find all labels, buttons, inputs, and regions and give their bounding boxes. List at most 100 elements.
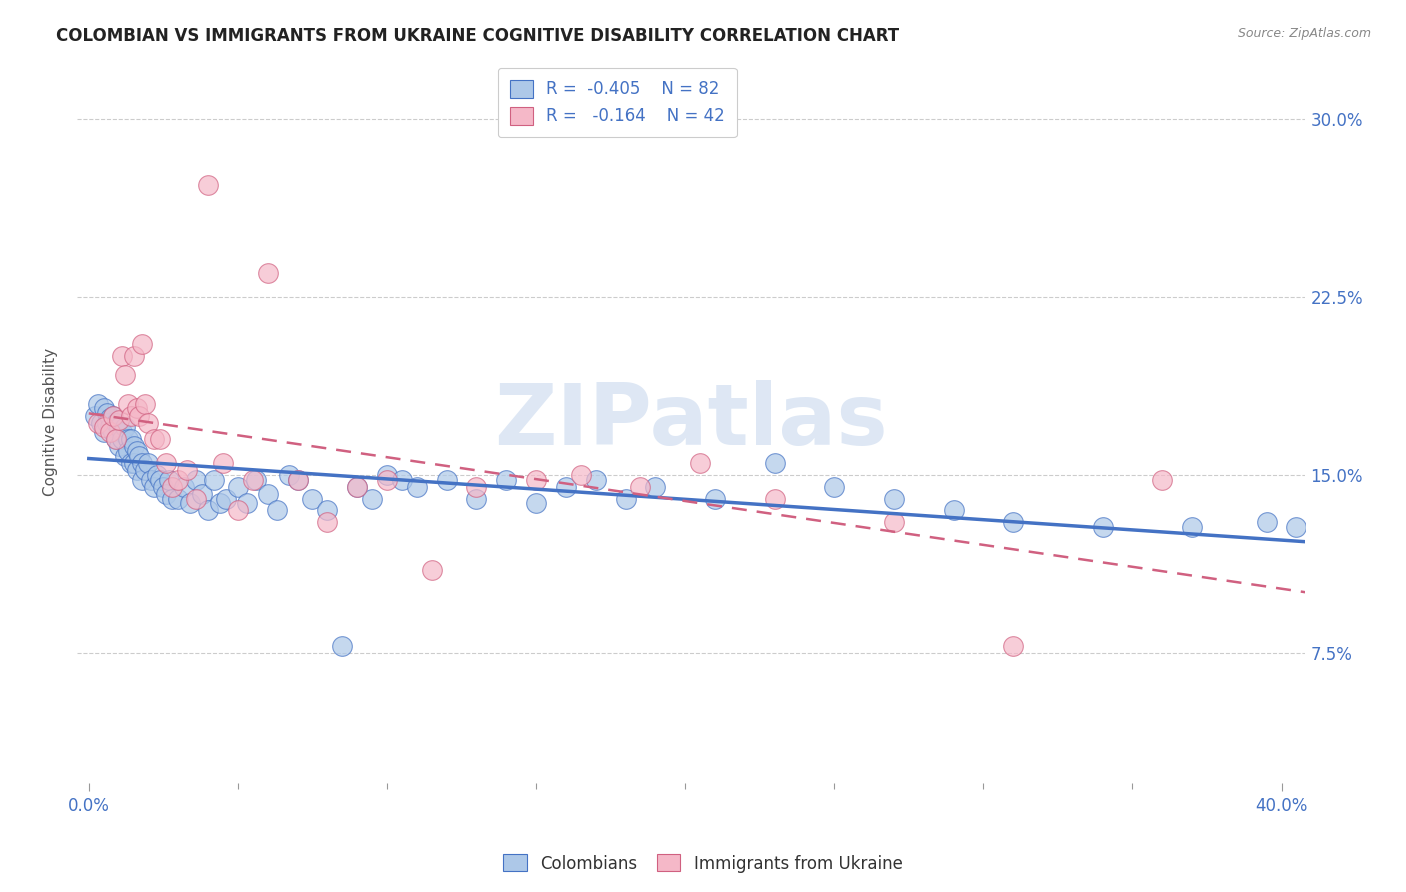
Point bbox=[146, 467, 169, 482]
Point bbox=[316, 503, 339, 517]
Point bbox=[110, 349, 132, 363]
Point bbox=[436, 473, 458, 487]
Point bbox=[122, 456, 145, 470]
Text: Source: ZipAtlas.com: Source: ZipAtlas.com bbox=[1237, 27, 1371, 40]
Point bbox=[110, 425, 132, 439]
Point bbox=[173, 480, 195, 494]
Point bbox=[245, 473, 267, 487]
Point bbox=[162, 480, 184, 494]
Point bbox=[90, 416, 112, 430]
Point bbox=[83, 409, 105, 423]
Point bbox=[1002, 639, 1025, 653]
Point bbox=[179, 496, 201, 510]
Point bbox=[287, 473, 309, 487]
Point bbox=[117, 397, 139, 411]
Point bbox=[346, 480, 368, 494]
Point bbox=[256, 266, 278, 280]
Point bbox=[524, 496, 547, 510]
Point bbox=[176, 463, 198, 477]
Point bbox=[644, 480, 666, 494]
Point bbox=[346, 480, 368, 494]
Point bbox=[763, 491, 786, 506]
Point bbox=[143, 480, 166, 494]
Point bbox=[585, 473, 607, 487]
Point bbox=[191, 487, 214, 501]
Point bbox=[128, 449, 150, 463]
Point bbox=[361, 491, 384, 506]
Point bbox=[1152, 473, 1174, 487]
Point bbox=[215, 491, 238, 506]
Point bbox=[157, 473, 180, 487]
Point bbox=[202, 473, 225, 487]
Point bbox=[138, 416, 160, 430]
Point bbox=[1256, 516, 1278, 530]
Point bbox=[763, 456, 786, 470]
Point bbox=[330, 639, 353, 653]
Point bbox=[122, 349, 145, 363]
Point bbox=[101, 409, 124, 423]
Point bbox=[96, 416, 118, 430]
Point bbox=[117, 444, 139, 458]
Point bbox=[152, 480, 174, 494]
Point bbox=[125, 463, 148, 477]
Point bbox=[93, 420, 115, 434]
Point bbox=[87, 416, 110, 430]
Point bbox=[107, 439, 129, 453]
Text: COLOMBIAN VS IMMIGRANTS FROM UKRAINE COGNITIVE DISABILITY CORRELATION CHART: COLOMBIAN VS IMMIGRANTS FROM UKRAINE COG… bbox=[56, 27, 900, 45]
Point bbox=[287, 473, 309, 487]
Point bbox=[524, 473, 547, 487]
Point bbox=[125, 444, 148, 458]
Point bbox=[128, 409, 150, 423]
Point bbox=[162, 491, 184, 506]
Point bbox=[149, 473, 172, 487]
Point bbox=[96, 406, 118, 420]
Point bbox=[823, 480, 845, 494]
Point bbox=[117, 432, 139, 446]
Point bbox=[131, 337, 153, 351]
Point bbox=[101, 409, 124, 423]
Point bbox=[1285, 520, 1308, 534]
Point bbox=[465, 480, 488, 494]
Point bbox=[98, 420, 121, 434]
Point bbox=[120, 456, 142, 470]
Point bbox=[1181, 520, 1204, 534]
Point bbox=[942, 503, 965, 517]
Point bbox=[107, 420, 129, 434]
Point bbox=[1091, 520, 1114, 534]
Point bbox=[186, 491, 208, 506]
Point bbox=[125, 401, 148, 416]
Point bbox=[104, 416, 127, 430]
Y-axis label: Cognitive Disability: Cognitive Disability bbox=[44, 347, 58, 496]
Point bbox=[375, 467, 398, 482]
Point bbox=[107, 413, 129, 427]
Legend: R =  -0.405    N = 82, R =   -0.164    N = 42: R = -0.405 N = 82, R = -0.164 N = 42 bbox=[498, 68, 737, 137]
Point bbox=[236, 496, 259, 510]
Point bbox=[120, 432, 142, 446]
Point bbox=[155, 456, 177, 470]
Point bbox=[155, 487, 177, 501]
Point bbox=[167, 491, 190, 506]
Point bbox=[98, 425, 121, 439]
Point bbox=[689, 456, 711, 470]
Text: ZIPatlas: ZIPatlas bbox=[495, 380, 889, 463]
Point bbox=[131, 456, 153, 470]
Point bbox=[301, 491, 323, 506]
Point bbox=[131, 473, 153, 487]
Point bbox=[391, 473, 413, 487]
Point bbox=[704, 491, 727, 506]
Point bbox=[87, 397, 110, 411]
Point bbox=[375, 473, 398, 487]
Point bbox=[614, 491, 637, 506]
Point bbox=[134, 463, 156, 477]
Point bbox=[630, 480, 652, 494]
Point bbox=[114, 368, 136, 383]
Legend: Colombians, Immigrants from Ukraine: Colombians, Immigrants from Ukraine bbox=[496, 847, 910, 880]
Point bbox=[405, 480, 427, 494]
Point bbox=[883, 491, 905, 506]
Point bbox=[226, 503, 249, 517]
Point bbox=[93, 425, 115, 439]
Point bbox=[256, 487, 278, 501]
Point bbox=[114, 420, 136, 434]
Point bbox=[110, 432, 132, 446]
Point bbox=[212, 456, 235, 470]
